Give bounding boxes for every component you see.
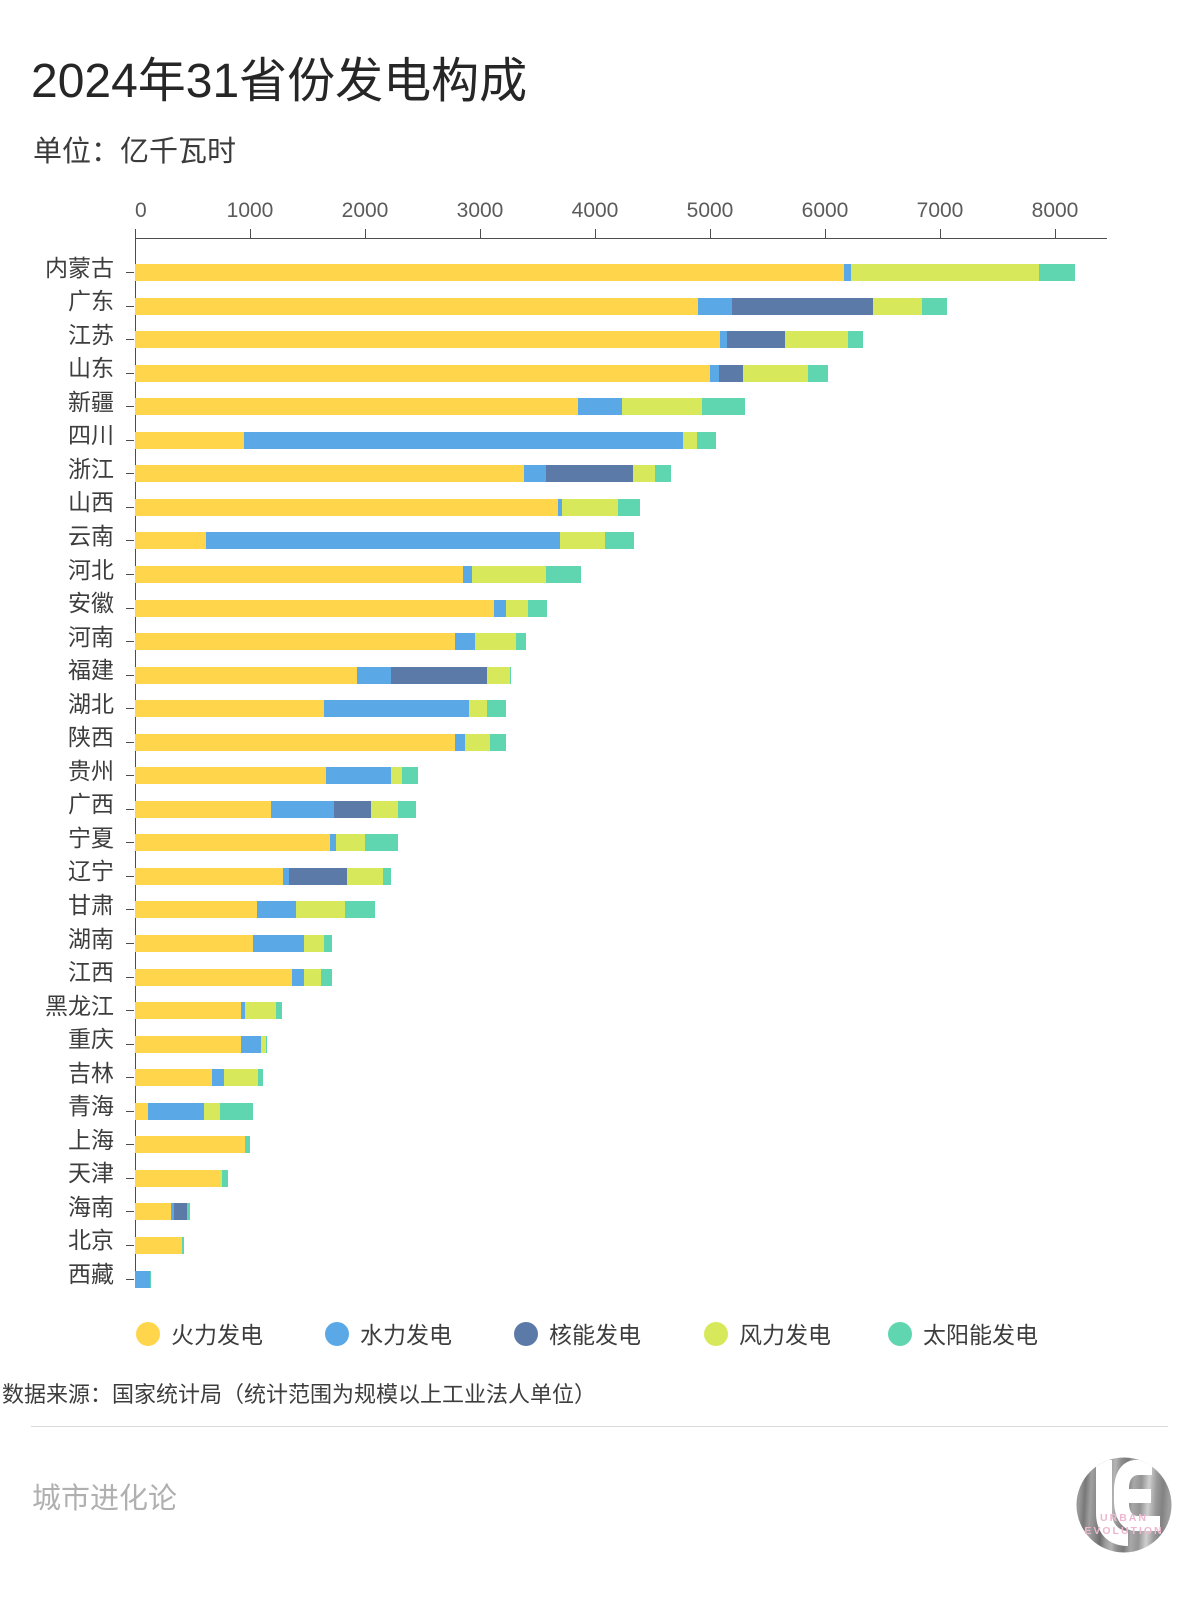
svg-text:EVOLUTION: EVOLUTION	[1084, 1525, 1163, 1537]
svg-text:URBAN: URBAN	[1100, 1512, 1148, 1524]
